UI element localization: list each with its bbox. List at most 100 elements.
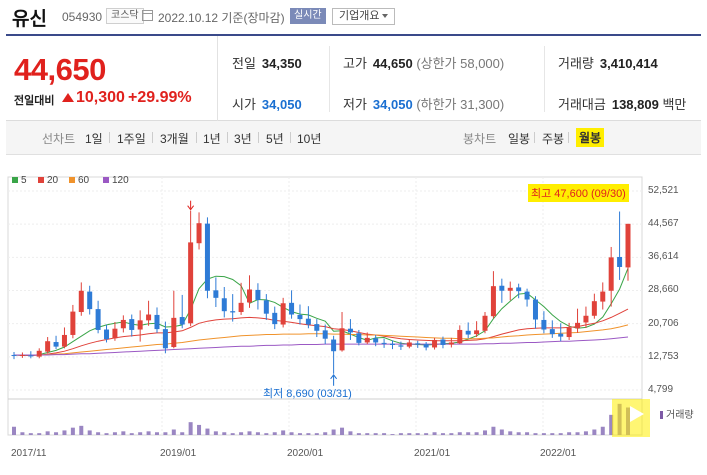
stat-high-label: 고가 <box>343 56 367 71</box>
candle-body <box>591 301 597 316</box>
legend-swatch-icon <box>12 177 18 184</box>
stat-amount-label: 거래대금 <box>558 97 606 112</box>
stat-open: 시가 34,050 <box>232 94 302 113</box>
volume-bar <box>289 432 294 435</box>
volume-bar <box>340 427 345 435</box>
period-3m[interactable]: 3개월 <box>160 132 189 146</box>
candle-body <box>373 338 379 343</box>
volume-bar <box>70 427 75 435</box>
candle-body <box>230 311 236 313</box>
candle-body <box>280 303 286 325</box>
candle-body <box>263 300 269 314</box>
period-3y[interactable]: 3년 <box>234 132 252 146</box>
legend-ma5: 5 <box>12 175 27 186</box>
stat-amount: 거래대금 138,809 백만 <box>558 94 686 113</box>
market-badge: 코스닥 <box>106 8 144 24</box>
candle-body <box>347 328 353 333</box>
candle-body <box>617 256 623 267</box>
stat-high: 고가 44,650 (상한가 58,000) <box>343 53 504 72</box>
candle-body <box>549 329 555 335</box>
volume-bar <box>348 431 353 435</box>
candle-body <box>162 329 168 349</box>
volume-bar <box>592 429 597 435</box>
volume-bar <box>499 429 504 435</box>
stat-amount-value: 138,809 <box>611 97 659 112</box>
volume-bar <box>583 431 588 435</box>
high-arrow-icon <box>187 205 195 211</box>
ma60-line <box>14 324 629 356</box>
calendar-icon <box>142 10 153 21</box>
candle-body <box>423 344 429 348</box>
volume-bar <box>171 429 176 435</box>
volume-bar <box>281 430 286 435</box>
volume-bar <box>12 426 16 435</box>
divider <box>152 132 153 143</box>
stock-code: 054930 <box>62 10 103 24</box>
candle-weekly[interactable]: 주봉 <box>542 132 565 146</box>
candle-body <box>499 285 505 291</box>
candle-body <box>314 324 320 331</box>
stat-volume-value: 3,410,414 <box>599 56 658 71</box>
period-1y[interactable]: 1년 <box>203 132 221 146</box>
x-tick: 2021/01 <box>414 448 451 459</box>
company-info-dropdown[interactable]: 기업개요 <box>332 8 396 25</box>
candle-body <box>61 334 67 347</box>
price-chart[interactable]: 5 20 60 120 52,521 44,567 36,614 28,660 … <box>0 167 707 475</box>
candle-body <box>120 319 126 329</box>
candle-monthly[interactable]: 월봉 <box>576 128 605 147</box>
volume-bar <box>230 433 235 435</box>
volume-bar <box>37 433 42 435</box>
candle-body <box>398 345 404 347</box>
change-percent: +29.99% <box>128 89 192 106</box>
candle-body <box>625 223 631 268</box>
candle-body <box>247 289 253 303</box>
legend-ma20: 20 <box>38 175 58 186</box>
chart-canvas <box>7 176 650 437</box>
candle-body <box>465 330 471 335</box>
candle-body <box>238 302 244 313</box>
play-icon <box>630 406 644 422</box>
candle-body <box>289 302 295 315</box>
current-price: 44,650 <box>14 52 106 87</box>
volume-bar <box>483 430 488 435</box>
candle-body <box>356 333 362 343</box>
period-1w[interactable]: 1주일 <box>117 132 146 146</box>
candle-daily[interactable]: 일봉 <box>508 132 531 146</box>
x-tick: 2020/01 <box>287 448 324 459</box>
candle-body <box>137 320 143 330</box>
x-tick: 2017/11 <box>11 448 47 459</box>
period-5y[interactable]: 5년 <box>266 132 284 146</box>
volume-bar <box>96 432 101 435</box>
candle-body <box>204 223 210 291</box>
volume-bar <box>449 433 454 435</box>
candle-body <box>70 311 76 335</box>
divider <box>329 46 330 112</box>
candle-body <box>196 223 202 244</box>
candle-body <box>524 291 530 300</box>
candle-body <box>28 355 34 357</box>
ma120-line <box>14 336 629 356</box>
candle-body <box>154 314 160 330</box>
period-10y[interactable]: 10년 <box>297 132 322 146</box>
realtime-button[interactable]: 실시간 <box>290 8 326 24</box>
volume-bar <box>533 433 538 435</box>
legend-swatch-icon <box>69 177 75 184</box>
volume-bar <box>54 432 59 435</box>
candle-body <box>297 314 303 320</box>
stock-name: 유신 <box>12 9 47 30</box>
x-tick: 2019/01 <box>160 448 197 459</box>
volume-bar <box>104 433 109 435</box>
divider <box>227 132 228 143</box>
high-annotation: 최고 47,600 (09/30) <box>528 184 629 202</box>
candle-body <box>415 343 421 345</box>
volume-bar <box>247 431 252 435</box>
candle-body <box>171 317 177 348</box>
stat-amount-unit: 백만 <box>662 97 687 112</box>
low-arrow-icon <box>330 373 338 380</box>
candle-body <box>448 342 454 345</box>
period-1d[interactable]: 1일 <box>85 132 103 146</box>
candle-body <box>457 329 463 344</box>
volume-bar <box>239 432 244 435</box>
volume-bar <box>306 433 311 435</box>
stat-high-value: 44,650 <box>372 56 413 71</box>
